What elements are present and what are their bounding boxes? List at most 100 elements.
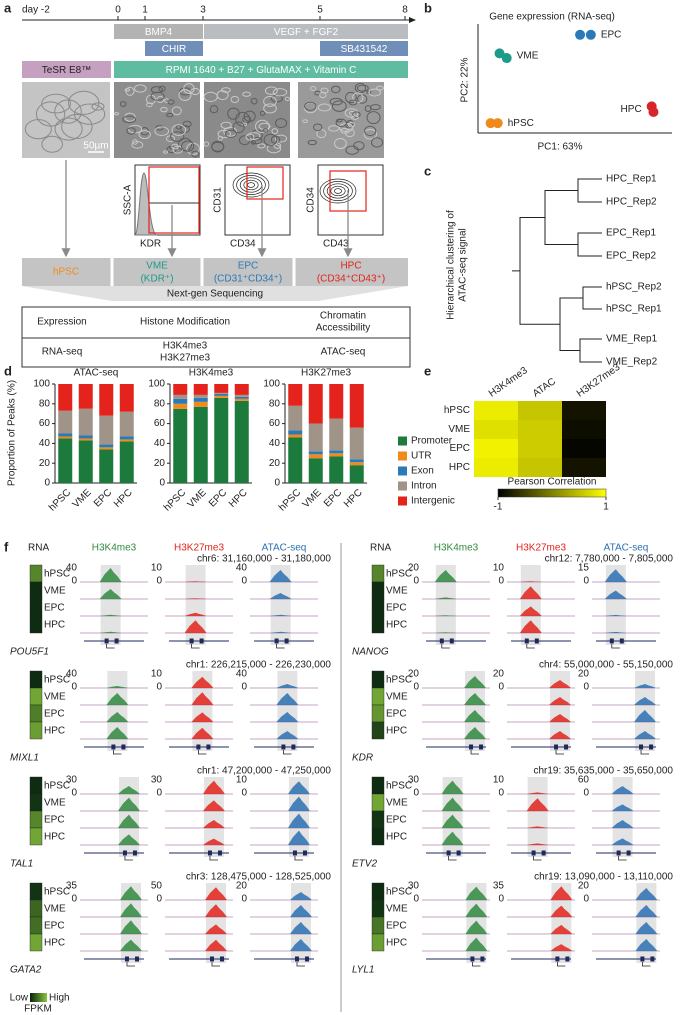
flow-contour: [323, 181, 353, 201]
dendrogram-branch: [544, 190, 578, 245]
legend-high: High: [49, 993, 70, 1004]
gene-exon: [650, 956, 655, 962]
cell-texture: [271, 128, 279, 135]
x-tick-label: HPC: [227, 487, 250, 510]
rna-cell: [371, 687, 385, 706]
gene-exon: [534, 638, 539, 644]
bar-segment: [193, 401, 208, 407]
track-tick-label: 60: [578, 775, 590, 786]
gene-exon: [626, 850, 631, 856]
locus-label: chr1: 226,215,000 - 226,230,000: [186, 660, 332, 671]
bar-segment: [58, 438, 73, 483]
signal-peak: [191, 692, 214, 705]
bar-segment: [78, 384, 93, 409]
tss-arrow: [441, 644, 450, 649]
signal-peak: [441, 797, 464, 811]
gene-name: ETV2: [352, 859, 377, 870]
signal-peak: [441, 831, 464, 845]
timeline-label: 5: [317, 5, 323, 16]
cell-texture: [263, 96, 277, 107]
timeline-label: 1: [142, 5, 148, 16]
track-tick-label: 15: [578, 563, 590, 574]
cell-texture: [319, 91, 327, 99]
bar-segment: [349, 462, 364, 466]
tss-arrow: [642, 962, 651, 967]
condition-label: BMP4: [145, 27, 173, 38]
cell-texture: [245, 133, 255, 141]
bar-segment: [288, 437, 303, 483]
rna-cell: [371, 598, 385, 617]
signal-peak: [205, 904, 227, 917]
legend-label: Exon: [411, 466, 434, 477]
flow-histogram: [134, 172, 158, 236]
track-tick-label: 35: [493, 881, 505, 892]
y-tick-label: 80: [39, 398, 51, 409]
tss-arrow: [470, 750, 480, 755]
gene-exon: [456, 850, 461, 856]
panel-label: c: [424, 163, 431, 178]
cell-texture: [312, 123, 323, 132]
signal-peak: [205, 939, 227, 951]
signal-peak: [550, 924, 573, 934]
cell-texture: [264, 86, 278, 95]
leaf-label: EPC_Rep1: [606, 228, 656, 239]
track-tick-label: 0: [71, 788, 77, 799]
track-tick-label: 0: [241, 894, 247, 905]
facet-title: ATAC-seq: [74, 368, 119, 379]
highlight-band: [435, 565, 456, 645]
heatmap-cell: [474, 439, 518, 458]
track-tick-label: 40: [66, 563, 78, 574]
cell-texture: [54, 117, 83, 141]
gene-exon: [302, 850, 307, 856]
cell-texture: [243, 110, 256, 123]
cell-texture: [230, 95, 240, 104]
signal-peak: [99, 589, 122, 599]
condition-box: [320, 41, 408, 56]
signal-peak: [191, 727, 214, 739]
panel-label: a: [4, 0, 12, 15]
cell-texture: [190, 87, 201, 96]
track-tick-label: 20: [408, 563, 420, 574]
cell-texture: [257, 143, 266, 149]
stage-marker: (CD31⁺CD34⁺): [214, 274, 282, 285]
cell-texture: [250, 140, 256, 145]
legend-swatch: [398, 466, 407, 476]
heatmap-cell: [474, 458, 518, 477]
bar-segment: [234, 396, 249, 399]
signal-peak: [441, 814, 464, 828]
row-label: EPC: [386, 603, 407, 614]
signal-peak: [205, 887, 227, 900]
tss-arrow: [611, 644, 620, 649]
cell-texture: [363, 128, 378, 140]
flow-gate: [246, 166, 284, 200]
gene-name: NANOG: [352, 647, 389, 658]
row-label: HPC: [449, 462, 470, 473]
flow-x-label: KDR: [140, 239, 161, 250]
cell-texture: [242, 91, 252, 97]
highlight-band: [551, 883, 572, 963]
highlight-band: [185, 565, 206, 645]
highlight-band: [605, 565, 626, 645]
bar-segment: [58, 410, 73, 434]
row-label: EPC: [44, 603, 65, 614]
bar-segment: [308, 451, 323, 455]
bar-segment: [234, 394, 249, 397]
signal-peak: [434, 570, 457, 582]
condition-label: VEGF + FGF2: [274, 27, 339, 38]
colorbar: [497, 488, 607, 498]
cell-texture: [307, 139, 317, 146]
signal-peak: [269, 614, 292, 616]
highlight-band: [612, 777, 633, 857]
column-label: H3K4me3: [487, 365, 530, 400]
x-tick-label: hPSC: [162, 487, 188, 513]
bar-segment: [193, 406, 208, 483]
x-tick-label: hPSC: [47, 487, 73, 513]
bar-segment: [308, 423, 323, 452]
track-tick-label: 20: [408, 669, 420, 680]
cell-texture: [91, 102, 105, 111]
column-header: H3K4me3: [92, 543, 137, 554]
cell-texture: [160, 106, 168, 113]
condition-box: [114, 61, 408, 78]
colorbar-tick-label: 1: [603, 502, 609, 513]
cell-texture: [310, 85, 317, 91]
